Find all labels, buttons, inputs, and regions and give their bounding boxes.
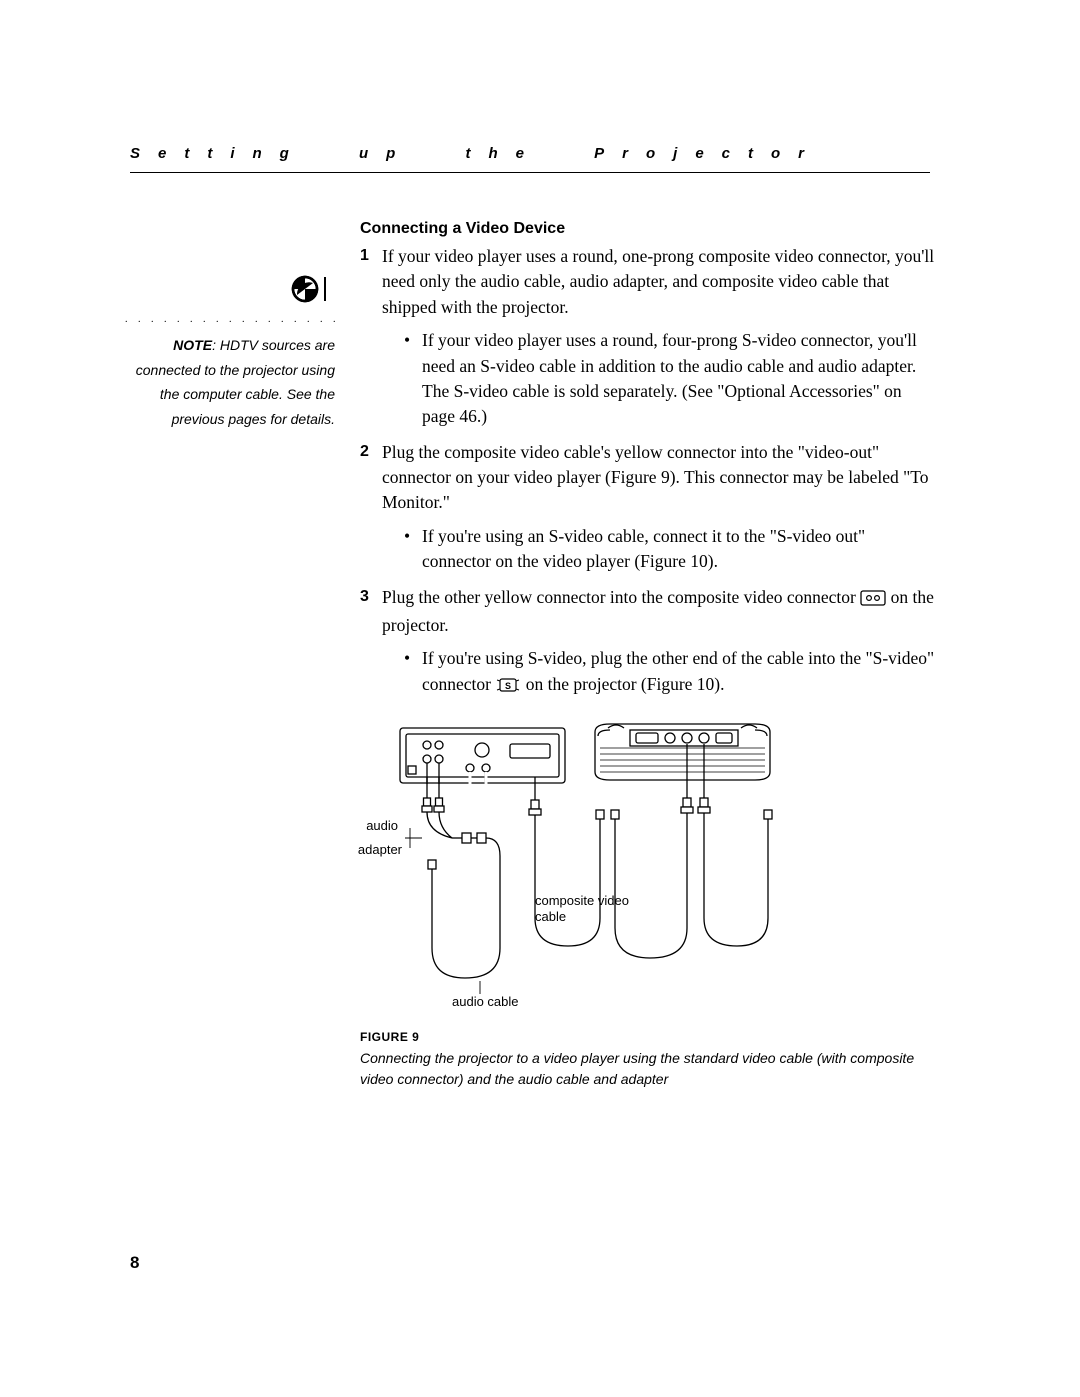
figure-caption-num: FIGURE 9 [360, 1030, 935, 1044]
step-3-bullets: If you're using S-video, plug the other … [404, 646, 935, 700]
step-text: Plug the composite video cable's yellow … [382, 442, 928, 513]
bullet: If your video player uses a round, four-… [404, 328, 935, 430]
step-text: If your video player uses a round, one-p… [382, 246, 934, 317]
fig-label-audio: audio [360, 818, 398, 833]
fig-label-composite1: composite video [535, 893, 629, 908]
main-column: Connecting a Video Device 1 If your vide… [360, 220, 935, 1090]
bullet: If you're using an S-video cable, connec… [404, 524, 935, 575]
page-number: 8 [130, 1253, 139, 1273]
figure-caption: Connecting the projector to a video play… [360, 1048, 935, 1090]
fig-label-adapter: adapter [354, 842, 402, 857]
note-icon [291, 275, 335, 308]
step-2-bullets: If you're using an S-video cable, connec… [404, 524, 935, 575]
svg-text:S: S [505, 681, 511, 691]
bullet-post: on the projector (Figure 10). [526, 674, 725, 694]
bullet: If you're using S-video, plug the other … [404, 646, 935, 700]
sidebar-note-block: . . . . . . . . . . . . . . . . . . . . … [125, 275, 335, 431]
fig-label-composite2: cable [535, 909, 566, 924]
svideo-connector-icon: S [495, 675, 521, 700]
section-heading: Connecting a Video Device [360, 220, 935, 238]
step-2: 2 Plug the composite video cable's yello… [360, 440, 935, 575]
step-num: 2 [360, 440, 369, 463]
steps-list: 1 If your video player uses a round, one… [360, 244, 935, 700]
step-1: 1 If your video player uses a round, one… [360, 244, 935, 430]
running-head: Setting up the Projector [130, 145, 822, 162]
step-text-a: Plug the other yellow connector into the… [382, 587, 860, 607]
step-num: 3 [360, 585, 369, 608]
fig-label-audiocable: audio cable [452, 994, 519, 1009]
sidebar-dots: . . . . . . . . . . . . . . . . . . . . … [125, 314, 335, 325]
figure-9: audio adapter composite video cable audi… [360, 718, 935, 1090]
figure-9-svg [360, 718, 935, 1018]
note-label: NOTE [173, 337, 212, 353]
step-num: 1 [360, 244, 369, 267]
composite-connector-icon [860, 588, 886, 613]
page: Setting up the Projector . . . . . . . .… [0, 0, 1080, 1397]
note-body: : HDTV sources are connected to the proj… [136, 337, 335, 427]
sidebar-note-text: NOTE: HDTV sources are connected to the … [125, 333, 335, 431]
step-1-bullets: If your video player uses a round, four-… [404, 328, 935, 430]
step-3: 3 Plug the other yellow connector into t… [360, 585, 935, 701]
header-rule [130, 172, 930, 173]
